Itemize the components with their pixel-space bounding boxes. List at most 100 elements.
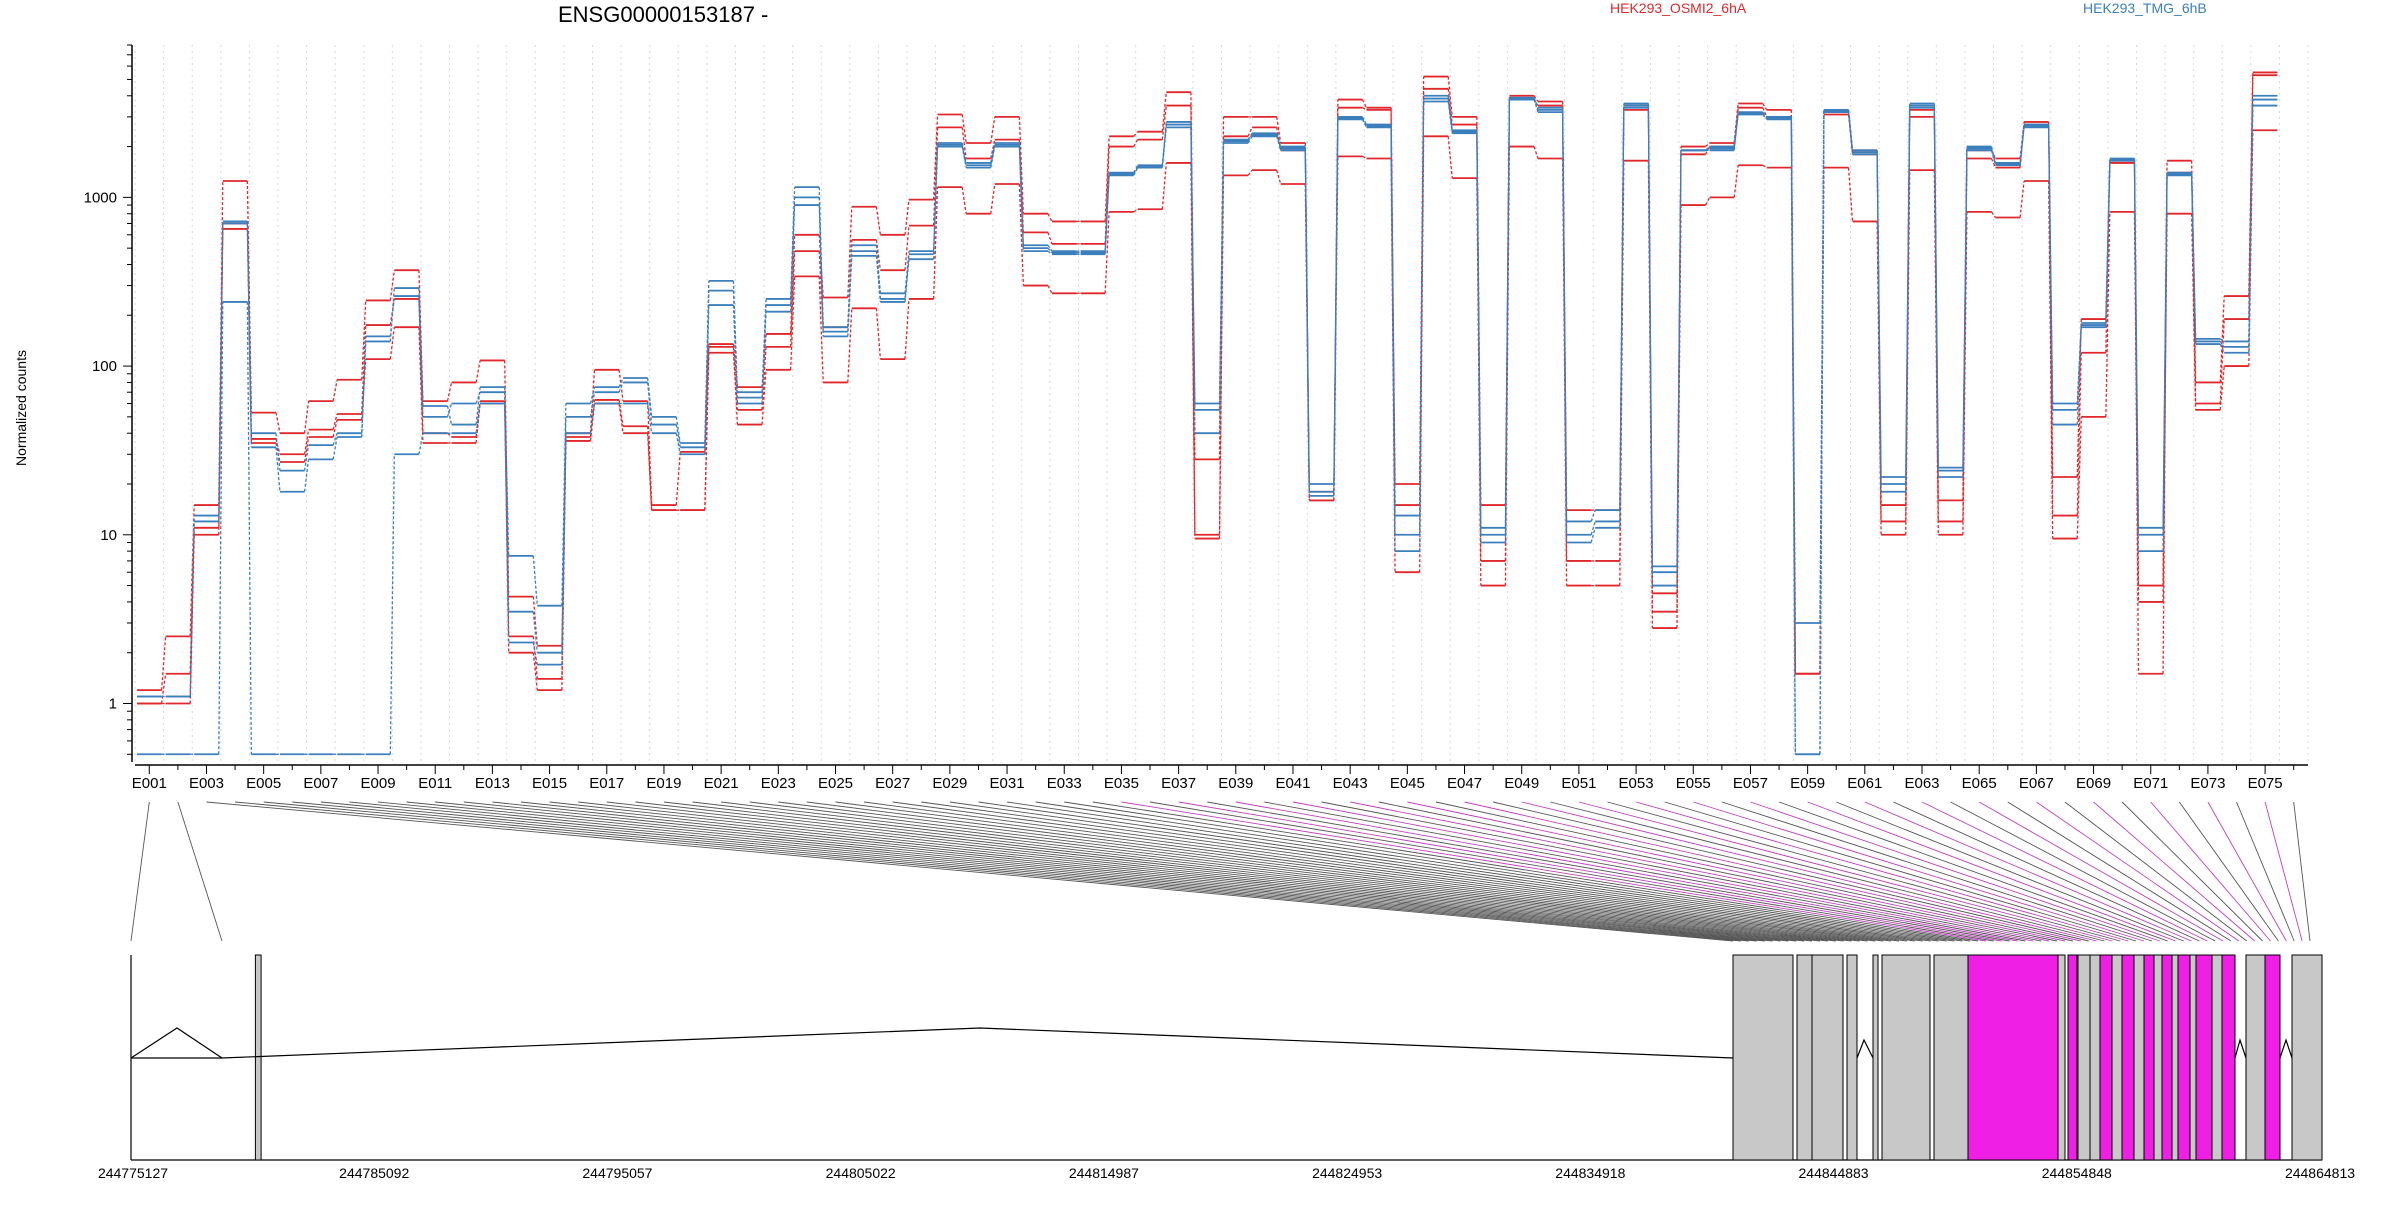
series-blue — [137, 98, 2278, 756]
data-connector — [1104, 175, 1110, 255]
data-connector — [1047, 244, 1053, 252]
data-connector — [818, 276, 824, 383]
connector-line — [263, 801, 1749, 942]
connector-line — [1378, 801, 2058, 942]
connector-line — [978, 801, 1947, 942]
data-connector — [990, 139, 996, 159]
data-connector — [1790, 116, 1796, 624]
legend-entry-osmi2: HEK293_OSMI2_6hA — [1610, 0, 1747, 16]
x-tick-label: E021 — [704, 775, 739, 792]
exon-box-magenta — [2143, 954, 2155, 1161]
x-tick-label: E017 — [589, 775, 624, 792]
data-connector — [446, 403, 453, 418]
data-connector — [1161, 92, 1167, 132]
data-connector — [561, 416, 567, 653]
intron-line — [2234, 1037, 2247, 1059]
data-connector — [475, 360, 481, 383]
x-tick-label: E013 — [475, 775, 510, 792]
data-connector — [732, 346, 739, 425]
data-connector — [532, 611, 538, 653]
data-connector — [2219, 338, 2225, 342]
connector-line — [892, 801, 1923, 942]
data-connector — [418, 327, 424, 444]
data-connector — [2076, 319, 2082, 478]
data-connector — [932, 142, 939, 252]
connector-line — [921, 801, 1931, 942]
connector-line — [463, 801, 1805, 942]
exon-box-gray — [1881, 954, 1931, 1161]
exon-box-gray — [2171, 954, 2179, 1161]
intron-line — [130, 1027, 223, 1059]
connector-line — [1635, 801, 2129, 942]
data-connector — [1762, 164, 1768, 169]
data-connector — [875, 239, 882, 271]
data-connector — [818, 205, 824, 337]
data-connector — [1762, 112, 1768, 119]
x-tick-label: E047 — [1447, 775, 1482, 792]
exon-box-magenta — [2177, 954, 2191, 1161]
connector-line — [2264, 801, 2303, 942]
data-connector — [1247, 169, 1253, 176]
data-connector — [1676, 150, 1682, 586]
data-connector — [1733, 165, 1739, 198]
data-connector — [1762, 114, 1768, 120]
exon-box-gray — [1872, 954, 1879, 1161]
data-connector — [418, 296, 424, 417]
data-connector — [1819, 110, 1825, 755]
y-axis-label: Normalized counts — [13, 350, 29, 466]
data-connector — [647, 382, 653, 425]
connector-line — [1664, 801, 2137, 942]
data-connector — [1276, 134, 1282, 149]
data-connector — [1247, 134, 1253, 142]
exon-connector-lines — [130, 801, 2311, 942]
data-connector — [361, 300, 367, 380]
data-connector — [789, 276, 796, 370]
data-connector — [389, 298, 395, 326]
data-connector — [1704, 197, 1711, 206]
x-tick-label: E027 — [875, 775, 910, 792]
data-connector — [1962, 211, 1968, 535]
x-tick-label: E065 — [1962, 775, 1997, 792]
data-connector — [618, 369, 624, 402]
data-connector — [1561, 109, 1568, 535]
genome-axis: 244775127 244785092 244795057 244805022 2448… — [98, 1165, 2355, 1181]
connector-line — [406, 801, 1789, 942]
data-connector — [246, 301, 253, 755]
data-connector — [1876, 152, 1882, 485]
connector-line — [2207, 801, 2287, 942]
data-connector — [932, 144, 939, 255]
connector-line — [2064, 801, 2248, 942]
connector-line — [1521, 801, 2097, 942]
data-connector — [875, 245, 882, 294]
data-connector — [1447, 98, 1453, 132]
data-connector — [2219, 341, 2225, 348]
connector-line — [578, 801, 1836, 942]
data-connector — [446, 405, 453, 425]
connector-line — [1292, 801, 2034, 942]
data-connector — [2105, 211, 2111, 417]
exon-box-magenta — [2195, 954, 2213, 1161]
data-connector — [1933, 170, 1939, 535]
genome-tick-label: 244775127 — [98, 1165, 168, 1181]
connector-line — [435, 801, 1797, 942]
data-connector — [389, 295, 395, 337]
genome-tick-label: 244795057 — [582, 1165, 652, 1181]
data-connector — [332, 433, 338, 446]
data-connector — [2133, 159, 2140, 535]
connector-line — [2236, 801, 2295, 942]
data-connector — [532, 652, 538, 691]
x-tick-label: E019 — [646, 775, 681, 792]
connector-line — [206, 801, 1734, 942]
x-tick-label: E049 — [1504, 775, 1539, 792]
data-connector — [275, 438, 281, 455]
data-connector — [1104, 173, 1110, 253]
connector-line — [549, 801, 1828, 942]
data-connector — [2105, 159, 2111, 326]
data-connector — [1762, 103, 1768, 111]
data-connector — [160, 636, 167, 691]
data-connector — [818, 197, 824, 332]
exon-box-gray — [1796, 954, 1813, 1161]
connector-line — [692, 801, 1868, 942]
x-tick-label: E011 — [418, 775, 452, 792]
connector-line — [749, 801, 1884, 942]
